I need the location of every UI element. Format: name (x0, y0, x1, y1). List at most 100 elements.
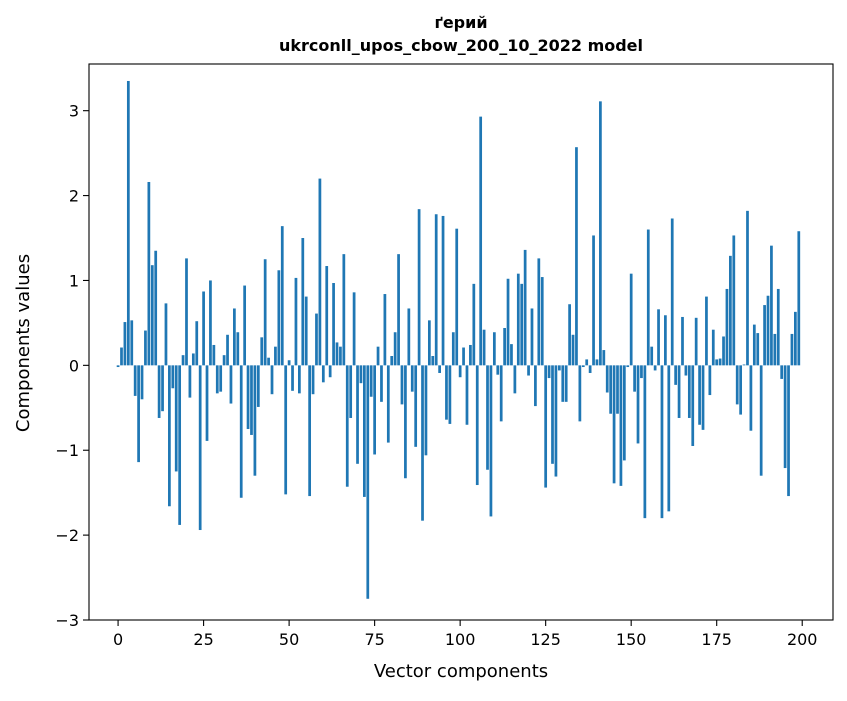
bar (438, 365, 441, 373)
bar (557, 365, 561, 371)
x-axis-label: Vector components (374, 661, 548, 682)
bar (137, 365, 140, 463)
bar (150, 265, 154, 366)
bar (653, 365, 657, 371)
bar (212, 344, 216, 366)
bar (670, 218, 674, 366)
bar (575, 147, 578, 366)
bar-series (116, 80, 801, 599)
bar (274, 346, 277, 366)
bar (547, 365, 551, 379)
y-axis-label: Components values (13, 254, 34, 432)
plot-area-frame (88, 63, 834, 621)
bar (523, 249, 527, 366)
x-tick-label: 200 (787, 630, 818, 649)
bar (510, 344, 513, 366)
bar (687, 365, 691, 418)
x-tick-label: 150 (616, 630, 647, 649)
bar (291, 365, 294, 391)
x-tick-label: 125 (530, 630, 561, 649)
bar (718, 358, 722, 366)
bar (571, 334, 575, 366)
bar (516, 273, 520, 366)
y-tick-label: 1 (69, 271, 79, 290)
bar (664, 315, 667, 366)
bar (729, 255, 732, 366)
bar (359, 365, 363, 384)
bar (643, 365, 647, 519)
bar (455, 228, 459, 366)
x-tick-label: 175 (701, 630, 732, 649)
bar (321, 365, 325, 383)
bar (407, 308, 411, 366)
bar (544, 365, 548, 488)
bar (489, 365, 493, 517)
bar (711, 329, 715, 366)
bar (749, 365, 753, 431)
x-axis-ticks: 0 25 50 75 100 125 150 175 200 (113, 620, 818, 649)
bar (400, 365, 404, 405)
bar (345, 365, 349, 487)
bar (773, 333, 777, 366)
bar (263, 259, 267, 366)
bar (362, 365, 366, 497)
bar (410, 365, 414, 392)
bar (776, 288, 780, 366)
bar (585, 359, 589, 366)
bar (561, 365, 565, 402)
bar (708, 365, 712, 396)
bar (311, 365, 315, 395)
bar (202, 291, 205, 366)
bar (421, 365, 424, 521)
bar (277, 270, 281, 366)
bar (626, 365, 630, 368)
bar (226, 334, 229, 366)
bar (506, 278, 510, 366)
bar (677, 365, 681, 418)
bar (551, 365, 554, 464)
bar (229, 365, 233, 404)
bar (520, 283, 524, 366)
bar (780, 365, 784, 379)
bar (797, 231, 801, 366)
bar (636, 365, 640, 444)
bar (386, 365, 390, 443)
bar (496, 365, 500, 375)
bar (215, 365, 219, 394)
bar (267, 357, 270, 366)
bar (770, 245, 773, 366)
bar (540, 277, 544, 366)
y-tick-label: 3 (69, 102, 79, 121)
bar (660, 365, 664, 519)
bar (616, 365, 619, 414)
bar (369, 365, 373, 397)
bar (701, 365, 705, 430)
bar (349, 365, 353, 418)
bar (380, 365, 383, 402)
bar (335, 342, 339, 366)
x-tick-label: 25 (193, 630, 213, 649)
bar (205, 365, 209, 441)
bar (356, 365, 359, 464)
bar (298, 365, 301, 394)
bar (694, 317, 698, 366)
bar (154, 250, 158, 366)
bar (339, 346, 342, 366)
bar (746, 210, 749, 366)
bar (492, 332, 496, 366)
y-tick-label: −3 (55, 611, 79, 630)
x-tick-label: 75 (364, 630, 384, 649)
bar (116, 365, 120, 368)
bar (236, 332, 240, 366)
bar (633, 365, 636, 392)
bar (530, 308, 534, 366)
bar (376, 346, 380, 366)
bar (732, 235, 736, 366)
y-tick-label: 2 (69, 187, 79, 206)
bar (250, 365, 253, 435)
bar (168, 365, 171, 507)
bar (698, 365, 701, 425)
bar (427, 320, 431, 366)
bar (766, 295, 770, 366)
bar (373, 365, 376, 455)
